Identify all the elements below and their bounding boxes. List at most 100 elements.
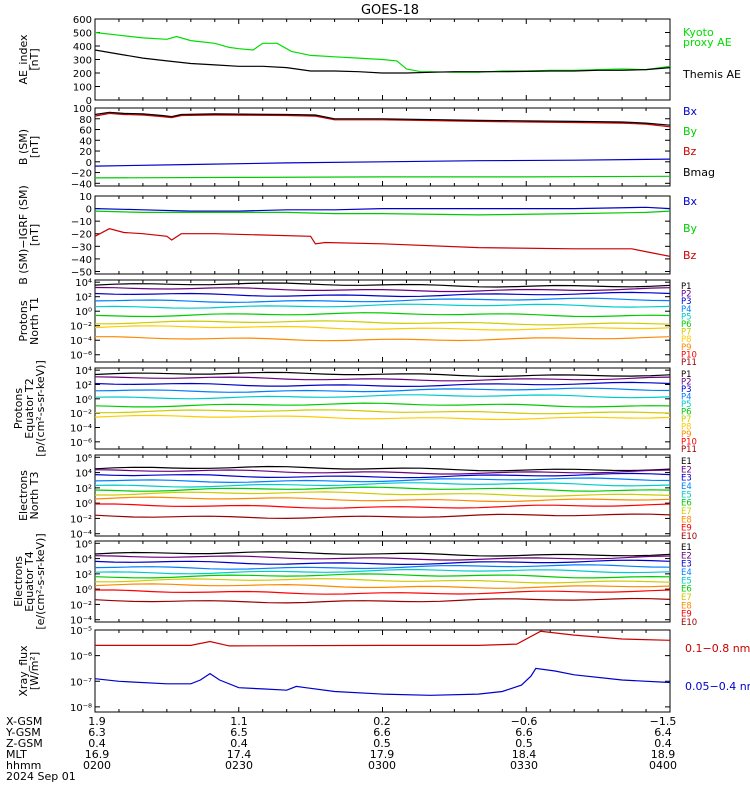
- legend-entry: P1: [681, 370, 692, 380]
- footer-value: 6.6: [373, 726, 391, 739]
- legend-entry: 0.1−0.8 nm: [685, 642, 750, 655]
- y-tick-label: −30: [71, 242, 92, 253]
- legend-entry: E4: [681, 482, 692, 492]
- series-line-p9: [95, 336, 671, 342]
- series-line-p4: [94, 297, 671, 304]
- legend-entry: P2: [681, 290, 692, 300]
- series-line-bz: [94, 228, 671, 257]
- y-tick-label: 10⁴: [75, 469, 92, 480]
- y-tick-label: 10⁰: [75, 585, 92, 596]
- y-tick-label: 10²: [75, 380, 92, 391]
- y-tick-label: −20: [71, 169, 92, 180]
- series-line-e4: [94, 564, 671, 570]
- series-line-e7: [95, 491, 671, 497]
- y-tick-label: 500: [73, 29, 92, 40]
- legend-entry: P9: [681, 343, 692, 353]
- panels: 6005004003002001000AE_index[nT]Kyotoprox…: [12, 15, 750, 714]
- series-line-p5: [94, 303, 671, 309]
- series-line-p6: [94, 312, 671, 318]
- series-line-by: [94, 210, 671, 216]
- legend-entry: proxy AE: [683, 36, 732, 49]
- legend-entry: Themis AE: [682, 68, 741, 81]
- footer-value: 0330: [510, 759, 538, 772]
- y-tick-label: 10⁻⁴: [70, 616, 92, 627]
- y-tick-label: 10⁻²: [70, 322, 92, 333]
- legend-entry: P7: [681, 415, 692, 425]
- y-tick-label: 200: [73, 69, 92, 80]
- legend-entry: By: [683, 222, 698, 235]
- footer-value: 6.5: [230, 726, 248, 739]
- legend-entry: P8: [681, 335, 692, 345]
- y-tick-label: 10⁴: [75, 278, 92, 289]
- series-line-0-1-0-8-nm: [95, 630, 671, 647]
- footer-value: 0400: [649, 759, 677, 772]
- series-line-e5: [94, 482, 671, 488]
- legend-entry: P6: [681, 320, 692, 330]
- legend-entry: E10: [681, 532, 697, 542]
- y-tick-label: 300: [73, 56, 92, 67]
- series-line-e10: [94, 513, 671, 520]
- legend-entry: E1: [681, 457, 692, 467]
- legend-entry: E1: [681, 543, 692, 553]
- legend-entry: P6: [681, 407, 692, 417]
- y-tick-label: 10⁻²: [70, 409, 92, 420]
- footer-value: 0300: [368, 759, 396, 772]
- legend-entry: By: [683, 125, 698, 138]
- y-tick-label: 0: [86, 205, 92, 216]
- y-tick-label: 10⁻⁴: [70, 336, 92, 347]
- series-line-e9: [95, 503, 671, 509]
- footer-value: 0.4: [230, 737, 248, 750]
- y-tick-label: 10²: [75, 484, 92, 495]
- y-axis-label: Xray_flux: [17, 645, 30, 697]
- y-axis-label: North T1: [28, 297, 41, 345]
- legend-entry: E8: [681, 515, 692, 525]
- legend-entry: E7: [681, 593, 692, 603]
- panel-8: 10⁻⁵ 10⁻⁶ 10⁻⁷ 10⁻⁸ Xray_flux[W/m²] 0.1−0.8 n…: [17, 626, 750, 714]
- y-tick-label: 10⁻⁶: [70, 351, 92, 362]
- legend-entry: P1: [681, 282, 692, 292]
- panel-frame: [94, 195, 671, 275]
- footer-value: 6.6: [515, 726, 533, 739]
- y-tick-label: 60: [79, 126, 92, 137]
- series-line-e3: [94, 559, 671, 566]
- series-line-by: [94, 175, 671, 179]
- y-tick-label: 10⁻⁴: [70, 530, 92, 541]
- legend-entry: P4: [681, 305, 692, 315]
- legend-entry: P4: [681, 392, 692, 402]
- y-tick-label: 10⁻⁵: [70, 626, 92, 637]
- y-tick-label: −20: [71, 230, 92, 241]
- y-tick-label: 10²: [75, 293, 92, 304]
- footer-value: 6.4: [654, 726, 672, 739]
- y-tick-label: 10⁶: [75, 453, 92, 464]
- footer-value: 17.9: [370, 748, 395, 761]
- series-line-p3: [94, 381, 671, 388]
- legend-entry: E9: [681, 524, 692, 534]
- series-line-bx: [94, 206, 671, 212]
- series-line-e1: [94, 465, 671, 472]
- y-tick-label: 10⁰: [75, 395, 92, 406]
- footer-row-label: hhmm: [6, 759, 41, 772]
- y-tick-label: 10⁴: [75, 555, 92, 566]
- legend-entry: 0.05−0.4 nm: [685, 680, 750, 693]
- series-line-p6: [94, 402, 671, 408]
- legend-entry: E9: [681, 610, 692, 620]
- panel-3: 10 0−10 −20−30 −40−50 B (SM)−IGRF (SM)[nT] Bx…: [17, 185, 698, 285]
- y-tick-label: 20: [79, 147, 92, 158]
- y-tick-label: 10⁻²: [70, 514, 92, 525]
- y-tick-label: 10⁻⁷: [70, 677, 92, 688]
- legend-entry: P10: [681, 437, 697, 447]
- legend-entry: E5: [681, 576, 692, 586]
- legend-entry: E6: [681, 499, 692, 509]
- y-axis-label: Protons: [12, 388, 25, 429]
- legend-entry: P7: [681, 328, 692, 338]
- legend-entry: E7: [681, 507, 692, 517]
- legend-entry: Kyoto: [683, 26, 714, 39]
- footer-value: 1.9: [88, 715, 106, 728]
- legend-entry: E2: [681, 551, 692, 561]
- footer-value: 0200: [83, 759, 111, 772]
- series-line-0-05-0-4-nm: [94, 667, 671, 696]
- panel-frame: [94, 629, 671, 713]
